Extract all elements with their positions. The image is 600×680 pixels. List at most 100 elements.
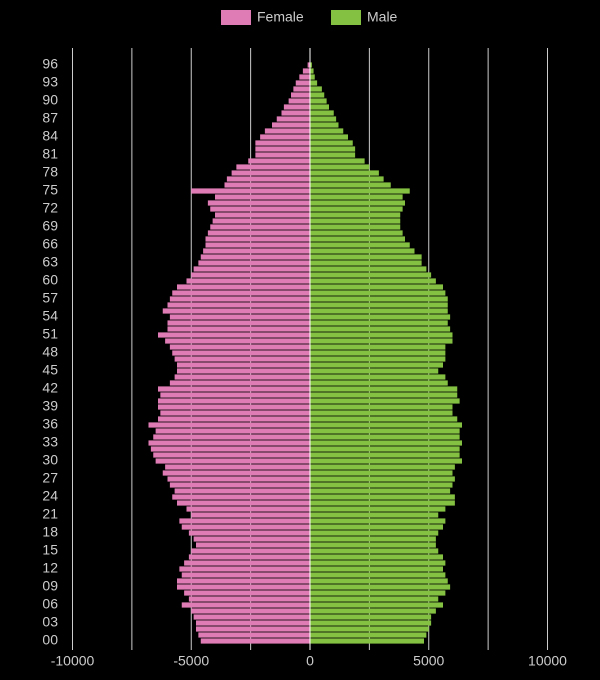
bar bbox=[200, 254, 310, 260]
y-tick-label: 09 bbox=[42, 578, 58, 594]
bar bbox=[207, 230, 310, 236]
bar bbox=[310, 74, 315, 80]
bar bbox=[191, 608, 310, 614]
bar bbox=[167, 320, 310, 326]
bar bbox=[310, 512, 439, 518]
bar bbox=[310, 440, 462, 446]
bar bbox=[310, 500, 455, 506]
y-tick-label: 18 bbox=[42, 524, 58, 540]
bar bbox=[231, 170, 310, 176]
bar bbox=[310, 488, 451, 494]
bar bbox=[188, 596, 310, 602]
bar bbox=[310, 356, 446, 362]
bar bbox=[264, 128, 310, 134]
bar bbox=[193, 536, 310, 542]
bar bbox=[310, 332, 453, 338]
bar bbox=[177, 362, 310, 368]
bar bbox=[310, 116, 337, 122]
bar bbox=[310, 212, 401, 218]
bar bbox=[310, 296, 448, 302]
bar bbox=[310, 608, 436, 614]
bar bbox=[193, 266, 310, 272]
bar bbox=[288, 98, 310, 104]
bar bbox=[307, 62, 310, 68]
bar bbox=[310, 524, 443, 530]
bar bbox=[169, 314, 310, 320]
y-tick-label: 63 bbox=[42, 254, 58, 270]
bar bbox=[310, 320, 448, 326]
bar bbox=[165, 464, 310, 470]
bar bbox=[310, 374, 446, 380]
bar bbox=[310, 338, 453, 344]
bar bbox=[174, 488, 310, 494]
bar bbox=[158, 404, 310, 410]
bar bbox=[158, 416, 310, 422]
bar bbox=[153, 452, 310, 458]
bar bbox=[236, 164, 310, 170]
bar bbox=[207, 200, 310, 206]
bar bbox=[205, 242, 310, 248]
bar bbox=[210, 206, 310, 212]
bar bbox=[203, 248, 310, 254]
bar bbox=[310, 284, 443, 290]
bar bbox=[310, 80, 318, 86]
bar bbox=[165, 338, 310, 344]
y-tick-label: 78 bbox=[42, 164, 58, 180]
y-tick-label: 75 bbox=[42, 182, 58, 198]
bar bbox=[310, 410, 453, 416]
y-tick-label: 30 bbox=[42, 452, 58, 468]
bar bbox=[169, 296, 310, 302]
y-tick-label: 54 bbox=[42, 308, 58, 324]
x-tick-label: -10000 bbox=[51, 653, 95, 669]
bar bbox=[310, 482, 453, 488]
y-tick-label: 12 bbox=[42, 560, 58, 576]
bar bbox=[205, 236, 310, 242]
bar bbox=[310, 602, 443, 608]
bar bbox=[172, 350, 310, 356]
bar bbox=[255, 146, 310, 152]
bar bbox=[210, 224, 310, 230]
bar bbox=[172, 494, 310, 500]
bar bbox=[310, 326, 451, 332]
x-tick-label: 10000 bbox=[528, 653, 567, 669]
bar bbox=[310, 434, 460, 440]
bar bbox=[310, 146, 356, 152]
bar bbox=[310, 200, 405, 206]
legend-swatch bbox=[331, 10, 361, 25]
y-tick-label: 03 bbox=[42, 614, 58, 630]
bar bbox=[150, 446, 310, 452]
bar bbox=[169, 482, 310, 488]
bar bbox=[158, 332, 310, 338]
bar bbox=[167, 326, 310, 332]
bar bbox=[310, 566, 443, 572]
bar bbox=[310, 248, 415, 254]
y-tick-label: 57 bbox=[42, 290, 58, 306]
bar bbox=[174, 356, 310, 362]
bar bbox=[155, 458, 310, 464]
bar bbox=[310, 554, 443, 560]
bar bbox=[184, 590, 310, 596]
bar bbox=[310, 626, 429, 632]
bar bbox=[310, 194, 403, 200]
bar bbox=[310, 206, 403, 212]
bar bbox=[310, 638, 424, 644]
bar bbox=[281, 110, 310, 116]
bar bbox=[174, 374, 310, 380]
bar bbox=[162, 308, 310, 314]
bar bbox=[179, 518, 310, 524]
bar bbox=[260, 134, 310, 140]
bar bbox=[310, 176, 384, 182]
bar bbox=[310, 86, 322, 92]
bar bbox=[188, 554, 310, 560]
bar bbox=[248, 158, 310, 164]
bar bbox=[310, 158, 365, 164]
legend-swatch bbox=[221, 10, 251, 25]
y-tick-label: 21 bbox=[42, 506, 58, 522]
bar bbox=[310, 542, 436, 548]
bar bbox=[212, 218, 310, 224]
y-tick-label: 72 bbox=[42, 200, 58, 216]
bar bbox=[310, 164, 370, 170]
bar bbox=[283, 104, 310, 110]
bar bbox=[310, 452, 460, 458]
bar bbox=[158, 386, 310, 392]
